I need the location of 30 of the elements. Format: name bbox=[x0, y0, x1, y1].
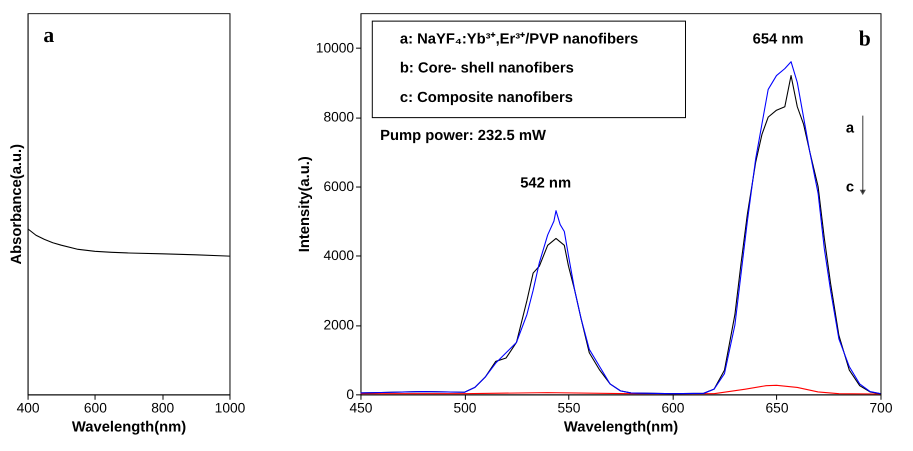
annotation: c bbox=[846, 179, 854, 196]
annotation: b: Core- shell nanofibers bbox=[400, 60, 574, 76]
x-tick-label: 500 bbox=[453, 400, 477, 416]
x-axis-title: Wavelength(nm) bbox=[564, 419, 678, 436]
y-tick-label: 2000 bbox=[323, 317, 354, 332]
y-tick-label: 4000 bbox=[323, 248, 354, 264]
annotation: a bbox=[846, 120, 855, 136]
y-tick-label: 10000 bbox=[316, 40, 354, 56]
x-tick-label: 800 bbox=[151, 400, 174, 416]
x-tick-label: 600 bbox=[661, 400, 685, 416]
annotation: 654 nm bbox=[752, 32, 804, 48]
x-tick-label: 400 bbox=[16, 400, 40, 416]
annotation: a: NaYF₄:Yb³⁺,Er³⁺/PVP nanofibers bbox=[400, 32, 638, 48]
x-tick-label: 650 bbox=[766, 400, 789, 416]
x-tick-label: 550 bbox=[557, 400, 581, 416]
y-axis-title: Intensity(a.u.) bbox=[296, 156, 313, 252]
text: a bbox=[43, 22, 54, 47]
annotation: 542 nm bbox=[520, 176, 572, 192]
x-tick-label: 600 bbox=[84, 400, 108, 416]
x-tick-label: 700 bbox=[870, 400, 893, 416]
y-axis-title: Absorbance(a.u.) bbox=[9, 144, 26, 265]
y-tick-label: 8000 bbox=[323, 110, 354, 125]
annotation: Pump power: 232.5 mW bbox=[380, 128, 546, 144]
x-axis-title: Wavelength(nm) bbox=[72, 419, 186, 436]
y-tick-label: 0 bbox=[346, 386, 354, 402]
x-tick-label: 1000 bbox=[214, 400, 246, 416]
y-tick-label: 6000 bbox=[323, 178, 354, 194]
x-tick-label: 450 bbox=[349, 400, 373, 416]
annotation: c: Composite nanofibers bbox=[400, 90, 573, 106]
annotation: b bbox=[858, 26, 871, 51]
